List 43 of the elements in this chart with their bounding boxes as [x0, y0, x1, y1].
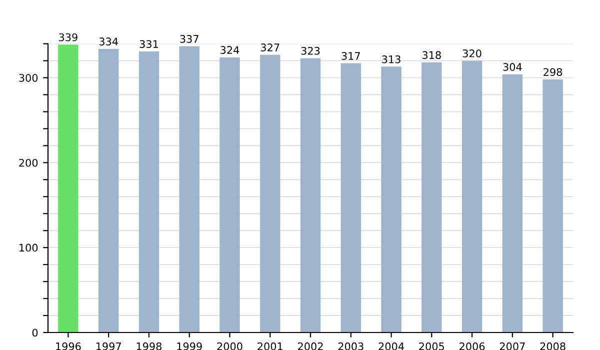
data-label: 327	[260, 44, 280, 52]
x-tick-label: 1999	[177, 342, 202, 350]
x-tick-label: 2008	[540, 342, 566, 350]
bar	[422, 62, 442, 332]
x-tick-label: 1998	[136, 342, 162, 350]
x-tick-label: 2007	[500, 342, 525, 350]
bar	[138, 51, 160, 332]
x-tick-label: 2005	[419, 342, 444, 350]
bar	[58, 44, 78, 332]
x-tick-label: 2006	[460, 342, 485, 350]
y-tick-label: 0	[32, 328, 38, 337]
data-label: 323	[301, 46, 320, 55]
bar	[381, 66, 402, 332]
data-label: 331	[140, 40, 158, 48]
x-tick-label: 1997	[96, 342, 121, 350]
data-label: 320	[462, 49, 482, 58]
x-tick-label: 2002	[298, 342, 323, 350]
y-tick-label: 300	[19, 74, 38, 82]
data-label: 304	[503, 63, 522, 71]
bar	[300, 58, 321, 332]
data-label: 318	[422, 51, 441, 60]
bar	[462, 60, 482, 332]
y-tick-label: 100	[20, 244, 38, 252]
data-label: 337	[180, 35, 198, 43]
bar	[502, 74, 523, 332]
bar	[98, 48, 119, 332]
bar	[179, 46, 200, 332]
y-tick-label: 200	[19, 158, 38, 167]
data-label: 334	[99, 38, 118, 46]
bar	[260, 54, 280, 332]
data-label: 317	[342, 52, 360, 60]
x-tick-label: 2001	[258, 342, 282, 350]
x-tick-label: 1996	[56, 342, 81, 350]
x-tick-label: 2003	[338, 342, 364, 350]
bar	[542, 79, 563, 332]
x-tick-label: 2004	[378, 342, 404, 350]
data-label: 298	[544, 68, 562, 76]
data-label: 339	[59, 33, 78, 42]
bar	[220, 57, 240, 332]
data-label: 313	[382, 55, 400, 64]
bar	[340, 63, 361, 332]
data-label: 324	[220, 46, 240, 54]
x-tick-label: 2000	[217, 342, 242, 350]
